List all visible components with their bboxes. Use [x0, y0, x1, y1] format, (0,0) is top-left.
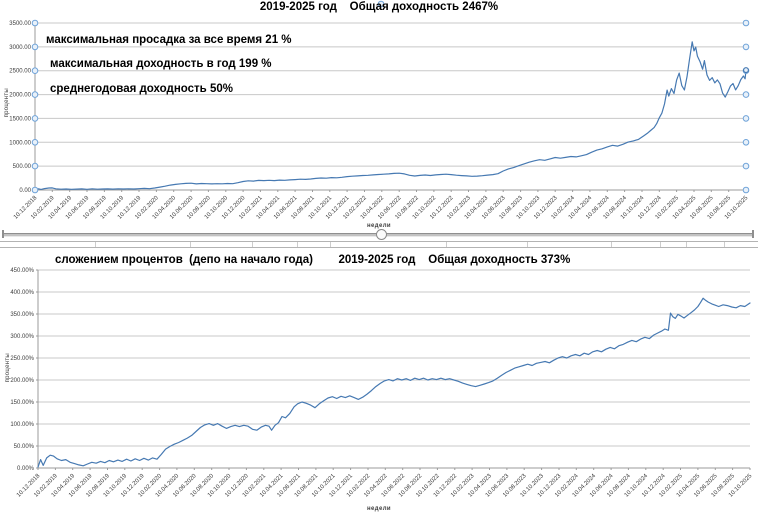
weeks-scrollbar-right-cap [752, 230, 754, 238]
svg-text:1500.00: 1500.00 [9, 116, 31, 122]
chart-top-plot: 0.00 500.00 1000.00 1500.00 2000.00 2500.00 30… [9, 0, 750, 221]
svg-text:2500.00: 2500.00 [9, 69, 31, 75]
svg-text:1000.00: 1000.00 [9, 140, 31, 146]
chart-bottom-y-axis-title: проценты [5, 353, 11, 383]
annotation-avg-year-return: среднегодовая доходность 50% [50, 83, 233, 95]
chart-top-title: 2019-2025 год Общая доходность 2467% [259, 1, 499, 13]
svg-text:500.00: 500.00 [13, 164, 32, 170]
svg-text:400.00%: 400.00% [10, 290, 34, 296]
worksheet-cell-border [95, 242, 96, 247]
worksheet-cell-border [660, 242, 661, 247]
svg-text:300.00%: 300.00% [10, 334, 34, 340]
weeks-scrollbar-thumb[interactable] [375, 229, 387, 240]
worksheet-cell-border [611, 242, 612, 247]
annotation-max-year-return: максимальная доходность в год 199 % [50, 58, 272, 70]
svg-text:250.00%: 250.00% [10, 356, 34, 362]
worksheet-row [0, 241, 758, 248]
svg-text:2000.00: 2000.00 [9, 93, 31, 99]
chart-top-y-axis-title: проценты [4, 88, 10, 118]
svg-text:100.00%: 100.00% [10, 422, 34, 428]
svg-text:450.00%: 450.00% [10, 268, 34, 274]
chart-bottom[interactable]: 0.00% 50.00% 100.00% 150.00% 200.00% 250.00% 3… [0, 250, 758, 522]
worksheet-cell-border [527, 242, 528, 247]
chart-top[interactable]: 0.00 500.00 1000.00 1500.00 2000.00 2500.00 30… [0, 0, 758, 232]
svg-text:50.00%: 50.00% [14, 444, 35, 450]
svg-text:3000.00: 3000.00 [9, 45, 31, 51]
svg-text:0.00: 0.00 [19, 188, 31, 194]
worksheet-cell-border [330, 242, 331, 247]
chart-bottom-x-axis-title: недели [366, 506, 391, 512]
svg-text:150.00%: 150.00% [10, 400, 34, 406]
svg-text:200.00%: 200.00% [10, 378, 34, 384]
svg-text:0.00%: 0.00% [17, 466, 35, 472]
worksheet-cell-border [190, 242, 191, 247]
chart-bottom-title: сложением процентов (депо на начало года… [55, 254, 571, 266]
worksheet-cell-border [446, 242, 447, 247]
weeks-scrollbar-left-cap [2, 230, 4, 238]
svg-text:350.00%: 350.00% [10, 312, 34, 318]
svg-text:3500.00: 3500.00 [9, 21, 31, 27]
worksheet-cell-border [686, 242, 687, 247]
annotation-max-drawdown: максимальная просадка за все время 21 % [46, 34, 292, 46]
chart-bottom-plot: 0.00% 50.00% 100.00% 150.00% 200.00% 250.00% 3… [10, 268, 754, 499]
weeks-scrollbar[interactable] [0, 229, 758, 240]
chart-top-x-axis-title: недели [366, 223, 391, 229]
worksheet-cell-border [252, 242, 253, 247]
worksheet-cell-border [724, 242, 725, 247]
worksheet-cell-border [297, 242, 298, 247]
